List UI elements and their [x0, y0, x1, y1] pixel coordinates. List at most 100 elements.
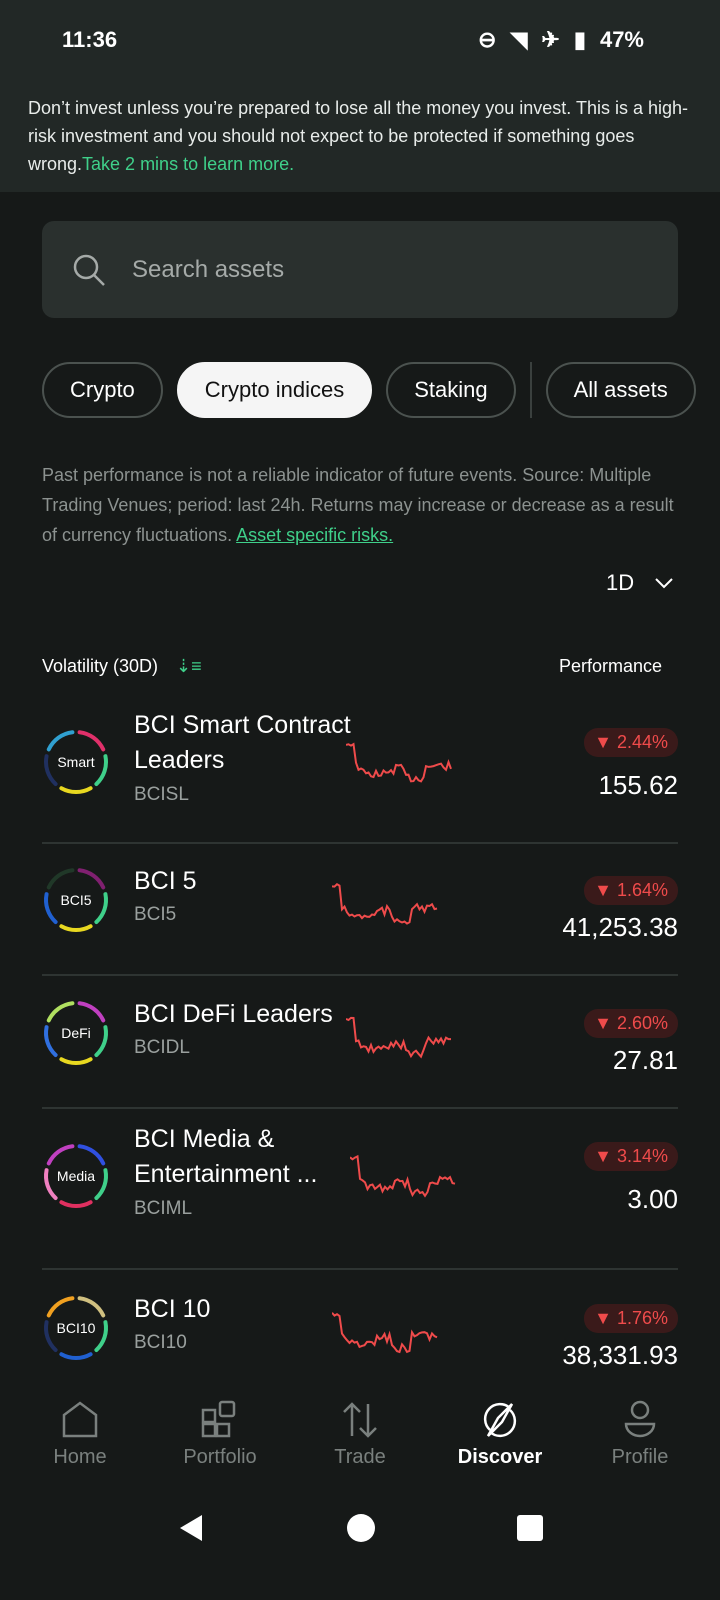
- airplane-icon: ✈: [541, 27, 560, 52]
- home-circle-icon[interactable]: [346, 1513, 376, 1543]
- sparkline-chart: [332, 1312, 438, 1354]
- index-logo: BCI10: [42, 1294, 110, 1362]
- period-value: 1D: [606, 570, 635, 595]
- logo-ring-segment: [46, 868, 75, 890]
- clock: 11:36: [62, 27, 118, 52]
- logo-ring-segment: [77, 868, 106, 890]
- asset-risks-link[interactable]: Asset specific risks.: [236, 525, 394, 545]
- asset-name: BCI 5: [134, 867, 197, 895]
- asset-name: BCI DeFi Leaders: [134, 1000, 333, 1028]
- logo-label: Media: [56, 1168, 96, 1184]
- home-icon: [62, 1401, 98, 1438]
- asset-ticker: BCISL: [134, 784, 189, 805]
- search-placeholder: Search assets: [132, 255, 285, 283]
- battery-level: 47%: [599, 27, 644, 52]
- system-nav-bar: [0, 1500, 720, 1556]
- sort-descending-icon[interactable]: ⇣≡: [176, 656, 202, 676]
- logo-ring-segment: [59, 1352, 93, 1360]
- back-icon[interactable]: [176, 1513, 206, 1543]
- disclaimer-text: Past performance is not a reliable indic…: [42, 465, 674, 545]
- portfolio-icon: [201, 1400, 236, 1438]
- learn-more-link[interactable]: Take 2 mins to learn more.: [82, 154, 295, 174]
- asset-row[interactable]: Smart BCI Smart Contract Leaders BCISL ▼…: [42, 694, 678, 844]
- performance-disclaimer: Past performance is not a reliable indic…: [42, 460, 682, 550]
- nav-label: Trade: [334, 1446, 386, 1468]
- logo-ring-segment: [44, 1168, 58, 1200]
- asset-row[interactable]: Media BCI Media & Entertainment ... BCIM…: [42, 1108, 678, 1270]
- chevron-down-icon: [655, 578, 673, 589]
- nav-home[interactable]: Home: [20, 1400, 140, 1469]
- logo-ring-segment: [46, 1296, 75, 1318]
- asset-ticker: BCI10: [134, 1332, 187, 1353]
- search-input[interactable]: Search assets: [42, 221, 678, 318]
- logo-ring-segment: [59, 1057, 93, 1065]
- index-logo: Media: [42, 1142, 110, 1210]
- sparkline-chart: [350, 1154, 456, 1198]
- list-header: Volatility (30D) ⇣≡ Performance: [42, 656, 662, 677]
- sparkline-chart: [346, 742, 452, 783]
- chip-staking[interactable]: Staking: [386, 362, 516, 418]
- nav-trade[interactable]: Trade: [300, 1400, 420, 1469]
- nav-label: Portfolio: [183, 1446, 257, 1468]
- logo-ring-segment: [94, 1168, 108, 1200]
- change-badge: ▼ 2.44%: [584, 728, 678, 757]
- nav-label: Home: [53, 1446, 107, 1468]
- change-badge: ▼ 1.76%: [584, 1304, 678, 1333]
- asset-ticker: BCIML: [134, 1198, 193, 1219]
- change-badge: ▼ 1.64%: [584, 876, 678, 905]
- sparkline-line: [346, 742, 452, 783]
- nav-discover[interactable]: Discover: [440, 1400, 560, 1469]
- change-badge: ▼ 3.14%: [584, 1142, 678, 1171]
- period-dropdown[interactable]: 1D: [606, 570, 674, 596]
- risk-warning-text: Don’t invest unless you’re prepared to l…: [28, 98, 689, 174]
- chip-crypto[interactable]: Crypto: [42, 362, 163, 418]
- chip-all-assets[interactable]: All assets: [545, 362, 696, 418]
- sparkline-line: [332, 882, 438, 925]
- logo-ring-segment: [44, 754, 58, 786]
- change-badge: ▼ 2.60%: [584, 1009, 678, 1038]
- nav-profile[interactable]: Profile: [580, 1400, 700, 1469]
- nav-label: Discover: [457, 1446, 543, 1468]
- logo-ring-segment: [94, 1320, 108, 1352]
- logo-ring-segment: [94, 754, 108, 786]
- asset-row[interactable]: BCI10 BCI 10 BCI10 ▼ 1.76% 38,331.93: [42, 1270, 678, 1404]
- profile-icon: [624, 1400, 656, 1438]
- logo-ring-segment: [44, 892, 58, 924]
- asset-ticker: BCIDL: [134, 1037, 190, 1058]
- logo-ring-segment: [59, 924, 93, 932]
- asset-row[interactable]: BCI5 BCI 5 BCI5 ▼ 1.64% 41,253.38: [42, 842, 678, 976]
- status-bar: 11:36 ⊖ ◥ ✈ ▮ 47%: [0, 0, 720, 80]
- dnd-icon: ⊖: [478, 27, 497, 52]
- logo-ring-segment: [77, 730, 106, 752]
- asset-ticker: BCI5: [134, 904, 177, 925]
- sparkline-line: [346, 1016, 451, 1059]
- volatility-sort[interactable]: Volatility (30D) ⇣≡: [42, 656, 202, 677]
- wifi-icon: ◥: [510, 27, 528, 52]
- logo-label: Smart: [57, 754, 95, 770]
- logo-ring-segment: [44, 1025, 58, 1057]
- index-logo: BCI5: [42, 866, 110, 934]
- logo-label: DeFi: [61, 1025, 91, 1041]
- logo-ring-segment: [94, 892, 108, 924]
- search-icon: [73, 254, 105, 286]
- asset-price: 41,253.38: [562, 912, 678, 942]
- logo-ring-segment: [46, 1001, 75, 1023]
- logo-ring-segment: [59, 786, 93, 794]
- risk-warning-banner: Don’t invest unless you’re prepared to l…: [0, 80, 720, 192]
- asset-price: 155.62: [598, 770, 678, 800]
- asset-name: BCI 10: [134, 1295, 211, 1323]
- nav-portfolio[interactable]: Portfolio: [160, 1400, 280, 1469]
- recents-icon[interactable]: [516, 1514, 544, 1542]
- index-logo: Smart: [42, 728, 110, 796]
- nav-label: Profile: [611, 1446, 669, 1468]
- logo-ring-segment: [46, 1144, 75, 1166]
- index-logo: DeFi: [42, 999, 110, 1067]
- chip-crypto-indices[interactable]: Crypto indices: [176, 362, 373, 418]
- asset-price: 3.00: [627, 1184, 678, 1214]
- logo-ring-segment: [59, 1200, 93, 1208]
- battery-icon: ▮: [573, 27, 586, 52]
- asset-row[interactable]: DeFi BCI DeFi Leaders BCIDL ▼ 2.60% 27.8…: [42, 975, 678, 1109]
- compass-icon: [483, 1402, 517, 1438]
- asset-price: 27.81: [612, 1045, 678, 1075]
- sparkline-chart: [346, 1016, 451, 1059]
